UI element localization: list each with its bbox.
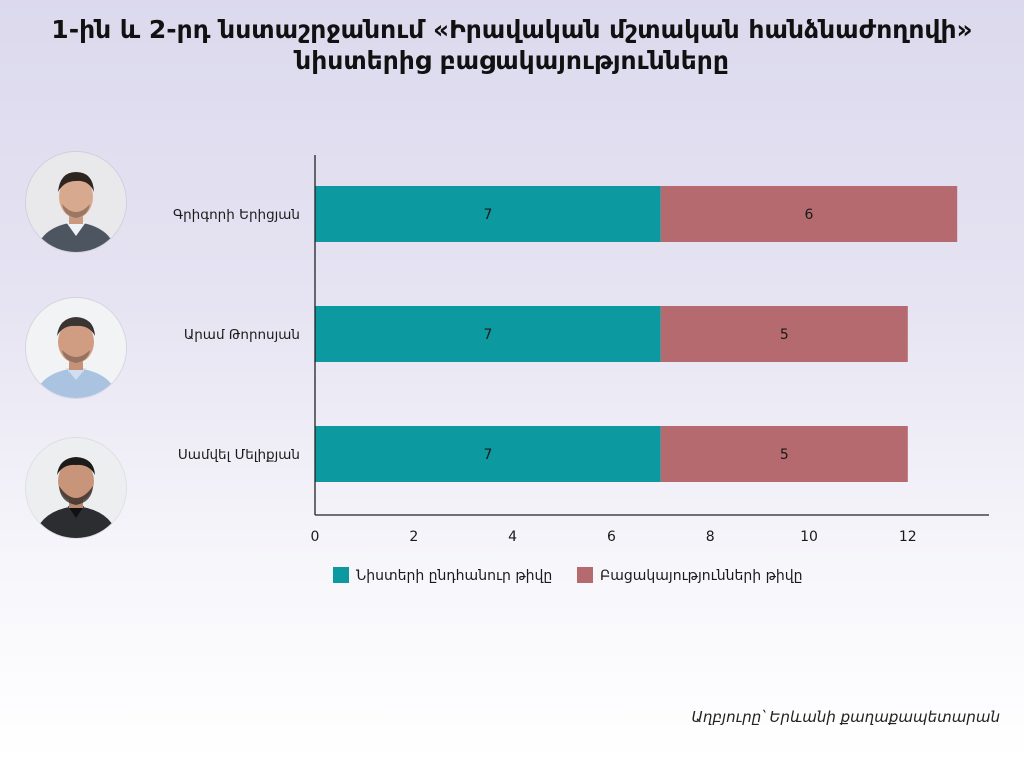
legend-label-absences: Բացակայությունների թիվը — [600, 568, 803, 584]
x-tick-label: 8 — [706, 529, 715, 545]
bar-segment-absences — [660, 426, 908, 482]
bar-value-label: 7 — [483, 207, 492, 223]
portrait-samvel-meliqyan — [26, 438, 126, 538]
bar-value-label: 6 — [805, 207, 814, 223]
title-line-1: 1-ին և 2-րդ նստաշրջանում «Իրավական մշտակ… — [51, 15, 973, 44]
x-tick-label: 10 — [800, 529, 818, 545]
legend-swatch-absences — [577, 567, 593, 583]
x-tick-label: 0 — [311, 529, 320, 545]
bar-value-label: 5 — [780, 327, 789, 343]
bar-value-label: 7 — [483, 447, 492, 463]
title-line-2: նիստերից բացակայությունները — [295, 46, 729, 75]
x-tick-label: 6 — [607, 529, 616, 545]
bar-value-label: 5 — [780, 447, 789, 463]
x-tick-label: 4 — [508, 529, 517, 545]
portrait-grigori-eritsyan — [26, 152, 126, 252]
bar-value-label: 7 — [483, 327, 492, 343]
portrait-aram-torosyan — [26, 298, 126, 398]
category-label: Սամվել Մելիքյան — [178, 447, 300, 463]
stacked-bar-chart: 7 6 7 5 7 5 Գրիգորի Երիցյան Արամ Թորոսյան Սամվե… — [173, 155, 989, 584]
bars-layer: 7 6 7 5 7 5 — [315, 186, 958, 482]
chart-title: 1-ին և 2-րդ նստաշրջանում «Իրավական մշտակ… — [0, 14, 1024, 76]
axis-layer: Գրիգորի Երիցյան Արամ Թորոսյան Սամվել Մելիք… — [173, 155, 989, 545]
x-tick-label: 2 — [409, 529, 418, 545]
category-label: Արամ Թորոսյան — [184, 327, 300, 343]
source-note: Աղբյուրը՝ Երևանի քաղաքապետարան — [691, 708, 1000, 726]
bar-segment-absences — [660, 186, 958, 242]
legend: Նիստերի ընդհանուր թիվը Բացակայությունների… — [333, 567, 803, 584]
x-tick-label: 12 — [899, 529, 917, 545]
legend-swatch-attended — [333, 567, 349, 583]
bar-segment-attended — [315, 426, 661, 482]
bar-segment-attended — [315, 306, 661, 362]
legend-label-attended: Նիստերի ընդհանուր թիվը — [356, 568, 552, 584]
bar-segment-attended — [315, 186, 661, 242]
category-label: Գրիգորի Երիցյան — [173, 207, 300, 223]
bar-segment-absences — [660, 306, 908, 362]
